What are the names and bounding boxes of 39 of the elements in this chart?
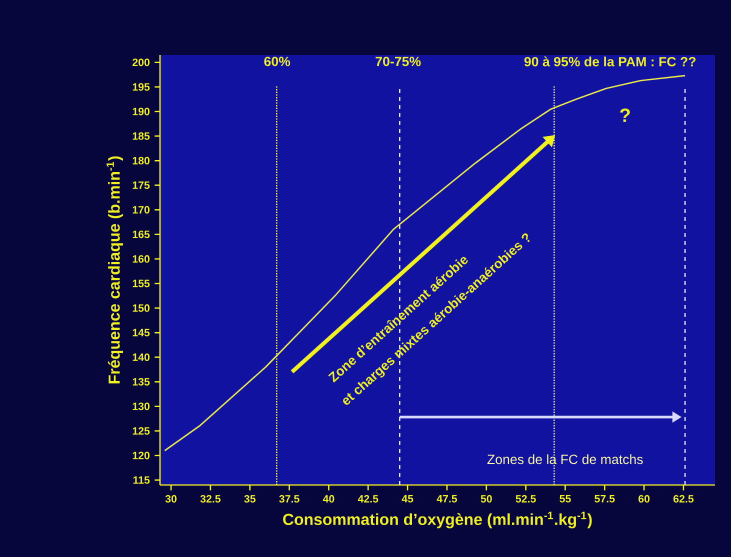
x-tick-label: 50 xyxy=(480,495,492,503)
y-tick-label: 140 xyxy=(132,353,150,362)
y-tick-label: 190 xyxy=(132,108,150,116)
y-tick-label: 170 xyxy=(132,206,150,214)
y-tick-label: 130 xyxy=(132,402,150,410)
x-tick-label: 40 xyxy=(322,495,334,503)
y-tick-label: 145 xyxy=(132,328,150,336)
y-tick-label: 195 xyxy=(132,83,150,91)
y-tick-label: 120 xyxy=(132,452,150,460)
y-tick-label: 200 xyxy=(132,58,150,66)
annotation: ? xyxy=(620,108,630,122)
y-tick-label: 185 xyxy=(132,132,150,140)
y-tick-label: 125 xyxy=(132,427,150,435)
x-tick-label: 60 xyxy=(638,495,650,503)
y-axis-title: Fréquence cardiaque (b.min$^{-1}$) xyxy=(106,156,124,384)
y-tick-label: 180 xyxy=(132,156,150,164)
x-axis-title: Consommation d’oxygène (ml.min$^{-1}$.kg$^{-1}$) xyxy=(283,512,592,528)
x-tick-label: 42.5 xyxy=(358,495,378,503)
y-tick-label: 165 xyxy=(132,230,150,238)
x-tick-label: 32.5 xyxy=(200,495,221,503)
y-tick-label: 135 xyxy=(132,378,150,386)
y-tick-label: 155 xyxy=(132,280,150,288)
x-tick-label: 55 xyxy=(560,495,571,502)
x-tick-label: 45 xyxy=(402,495,414,502)
x-tick-label: 35 xyxy=(244,495,256,503)
annotation: 90 à 95% de la PAM : FC ?? xyxy=(524,56,696,66)
x-tick-label: 30 xyxy=(165,495,177,503)
annotation: 60% xyxy=(264,56,290,66)
annotation: 70-75% xyxy=(376,56,421,66)
x-tick-label: 57.5 xyxy=(594,495,615,502)
y-tick-label: 160 xyxy=(132,255,150,263)
x-tick-label: 52.5 xyxy=(516,495,536,503)
annotation: Zones de la FC de matchs xyxy=(487,454,643,464)
x-tick-label: 37.5 xyxy=(279,495,300,503)
x-tick-label: 62.5 xyxy=(673,495,694,503)
y-tick-label: 175 xyxy=(132,182,150,189)
y-tick-label: 150 xyxy=(132,304,150,312)
y-tick-label: 115 xyxy=(133,476,150,484)
x-tick-label: 47.5 xyxy=(436,495,458,502)
